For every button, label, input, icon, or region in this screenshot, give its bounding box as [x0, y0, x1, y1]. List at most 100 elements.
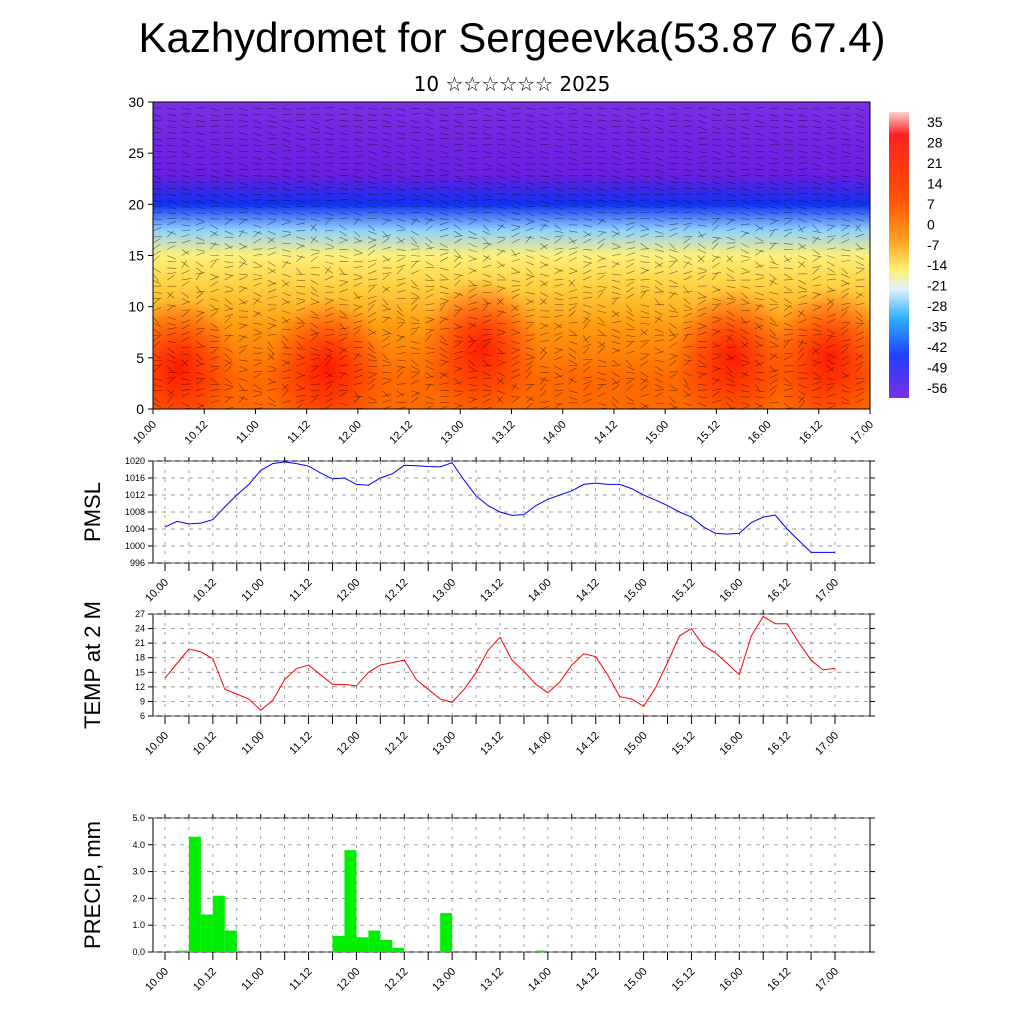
wind-barb [841, 132, 851, 136]
wind-barb [439, 113, 449, 117]
wind-barb [683, 187, 693, 189]
wind-barb [195, 181, 206, 183]
wind-barb [812, 107, 822, 110]
wind-barb [697, 175, 707, 178]
wind-barb [210, 125, 220, 127]
wind-barb [353, 212, 363, 216]
wind-barb [339, 279, 349, 283]
wind-barb [855, 353, 863, 361]
wind-barb [712, 304, 720, 311]
wind-barb [396, 132, 406, 135]
wind-barb [324, 371, 333, 378]
wind-barb [855, 336, 864, 342]
wind-barb [497, 132, 506, 136]
wind-barb [353, 306, 362, 312]
wind-barb [253, 347, 263, 349]
wind-barb [798, 295, 807, 299]
wind-barb [539, 242, 548, 250]
wind-barb [224, 150, 234, 155]
wind-barb [826, 334, 833, 342]
wind-barb [253, 144, 263, 147]
wind-barb [267, 347, 275, 355]
wind-barb [712, 378, 721, 382]
wind-barb [654, 384, 664, 389]
wind-barb [353, 217, 360, 225]
wind-barb [382, 138, 392, 142]
colorbar-label: 21 [927, 155, 943, 171]
wind-barb [712, 237, 720, 244]
wind-barb [740, 362, 750, 367]
wind-barb [554, 206, 564, 210]
wind-barb [396, 224, 406, 229]
wind-barb [482, 315, 492, 318]
wind-barb [697, 292, 706, 298]
wind-barb [353, 138, 363, 142]
wind-barb [396, 229, 406, 232]
wind-barb [841, 329, 849, 336]
wind-barb [511, 206, 521, 209]
wind-barb [654, 107, 664, 111]
wind-barb [755, 113, 765, 117]
wind-barb [841, 175, 851, 178]
wind-barb [181, 163, 191, 166]
wind-barb [654, 206, 664, 209]
wind-barb [253, 261, 262, 267]
y-tick-label: 5 [136, 350, 144, 366]
wind-barb [253, 277, 263, 281]
wind-barb [683, 359, 691, 367]
wind-barb [281, 249, 291, 253]
x-tick-label: 10.00 [131, 419, 159, 447]
wind-barb [597, 206, 607, 208]
wind-barb [626, 270, 635, 275]
wind-barb [826, 120, 836, 123]
wind-barb [568, 267, 578, 272]
wind-barb [353, 265, 363, 269]
precip-bar [176, 950, 189, 952]
precip-x-tick-label: 14.12 [574, 966, 602, 994]
wind-barb [826, 255, 836, 259]
wind-barb [195, 388, 205, 391]
wind-barb [697, 126, 707, 131]
wind-barb [869, 341, 870, 342]
wind-barb [497, 352, 507, 355]
wind-barb [812, 371, 821, 378]
wind-barb [267, 322, 277, 327]
wind-barb [238, 335, 246, 342]
wind-barb [540, 244, 548, 250]
wind-barb [798, 346, 805, 354]
wind-barb [769, 113, 779, 118]
wind-barb [454, 255, 463, 259]
wind-barb [453, 249, 461, 257]
wind-barb [253, 163, 263, 165]
y-tick-label: 10 [128, 299, 144, 315]
wind-barb [855, 233, 865, 238]
wind-barb [826, 113, 836, 117]
wind-barb [497, 332, 506, 336]
wind-barb [411, 181, 421, 184]
wind-barb [497, 328, 506, 333]
wind-barb [339, 371, 349, 376]
wind-barb [296, 307, 306, 312]
wind-barb [697, 271, 707, 275]
wind-barb [726, 298, 736, 300]
wind-barb [210, 348, 219, 354]
wind-barb [755, 150, 765, 153]
wind-barb [253, 328, 262, 333]
wind-barb [195, 252, 205, 256]
wind-barb [454, 187, 463, 191]
wind-barb [511, 227, 520, 232]
wind-barb [783, 267, 793, 270]
wind-barb [812, 236, 819, 244]
wind-barb [525, 309, 535, 312]
wind-barb [439, 174, 449, 176]
wind-barb [195, 199, 205, 204]
wind-barb [726, 346, 736, 348]
wind-barb [626, 199, 635, 204]
precip-x-tick-label: 17.00 [813, 966, 841, 994]
wind-barb [453, 255, 462, 262]
wind-barb [511, 218, 521, 221]
heatmap-hotspot [153, 298, 239, 409]
wind-barb [453, 292, 462, 299]
wind-barb [740, 371, 748, 379]
pmsl-y-tick-label: 1020 [125, 456, 145, 466]
